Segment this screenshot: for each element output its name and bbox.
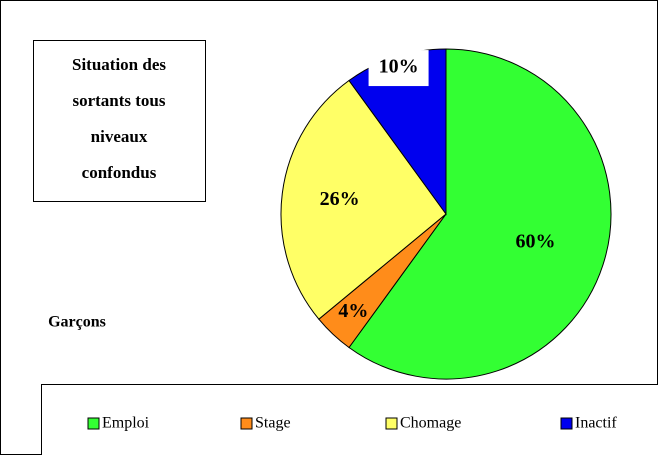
- legend-label: Chomage: [400, 415, 461, 432]
- data-label: 60%: [515, 231, 555, 253]
- chart-title: Situation des: [72, 55, 166, 74]
- chart-title: sortants tous: [72, 91, 165, 110]
- legend-swatch: [385, 417, 398, 430]
- data-label: 26%: [320, 188, 360, 210]
- legend-label: Stage: [255, 415, 291, 432]
- pie-slice: [348, 48, 612, 380]
- legend-swatch: [560, 417, 573, 430]
- legend-box: [41, 384, 658, 455]
- legend-swatch: [87, 417, 100, 430]
- title-box: [33, 40, 206, 202]
- chart-title: niveaux: [91, 127, 148, 146]
- chart-title: confondus: [82, 163, 157, 182]
- data-label: 4%: [338, 300, 368, 322]
- pie-slice: [280, 79, 447, 320]
- label-bg: [368, 50, 429, 87]
- legend-label: Inactif: [575, 415, 617, 432]
- annotation: Garçons: [48, 314, 106, 331]
- legend-label: Emploi: [102, 415, 150, 432]
- data-label: 10%: [379, 56, 419, 78]
- legend-swatch: [240, 417, 253, 430]
